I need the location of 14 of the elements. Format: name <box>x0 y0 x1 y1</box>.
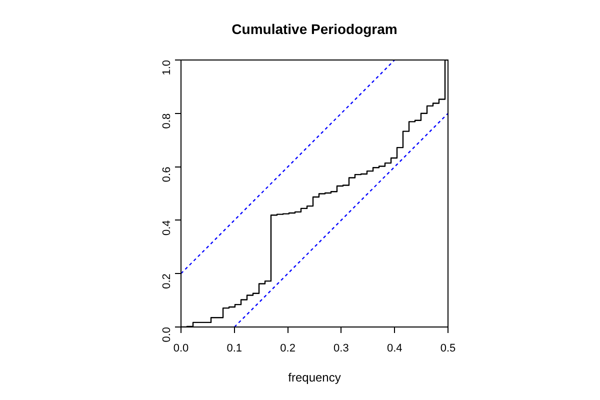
y-tick-label: 0.2 <box>161 274 174 289</box>
y-tick-label: 0.0 <box>161 327 174 342</box>
chart-title: Cumulative Periodogram <box>232 20 398 37</box>
y-tick-label: 1.0 <box>161 60 174 76</box>
y-tick-label: 0.4 <box>161 220 174 236</box>
x-tick-label: 0.4 <box>386 342 402 355</box>
x-tick-label: 0.3 <box>334 342 349 355</box>
x-axis-title: frequency <box>288 370 341 384</box>
y-tick-label: 0.8 <box>161 113 174 129</box>
x-tick-label: 0.0 <box>173 342 189 355</box>
y-tick-label: 0.6 <box>161 166 174 182</box>
x-tick-label: 0.1 <box>226 342 242 355</box>
x-tick-label: 0.5 <box>440 342 456 355</box>
x-tick-label: 0.2 <box>280 342 296 355</box>
